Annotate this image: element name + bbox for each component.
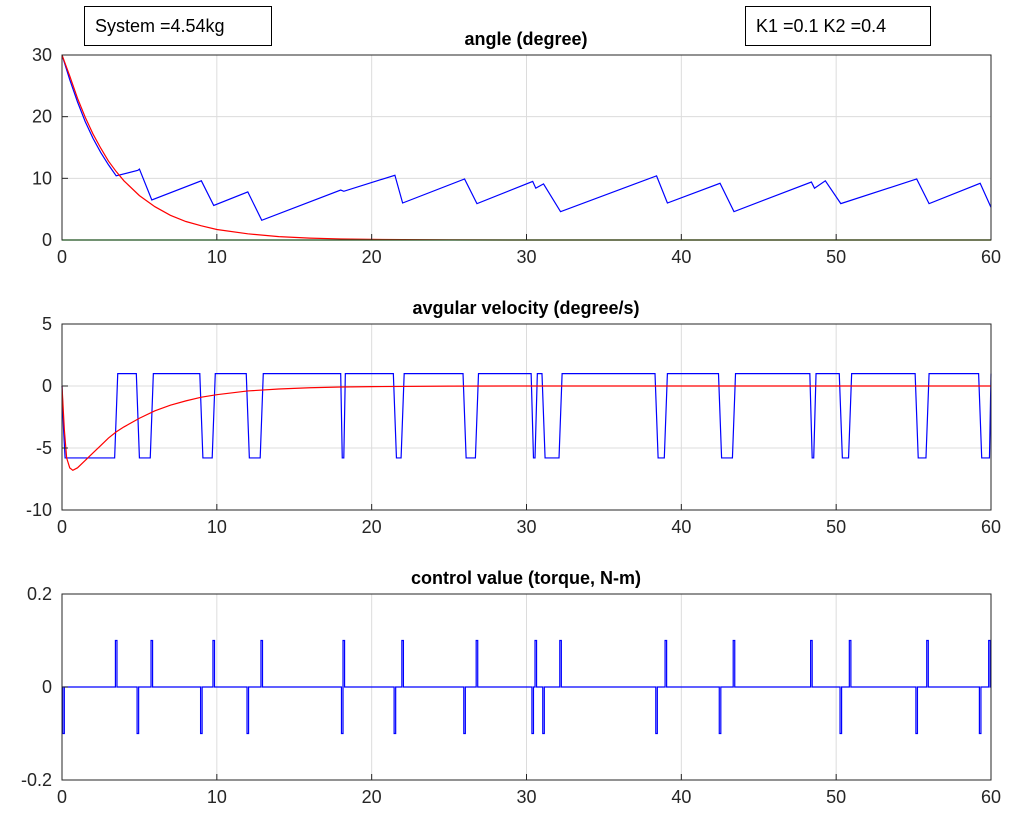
- x-tick-label: 40: [671, 517, 691, 537]
- ticks-angle: 0 10 20 30 40 50 60 0 10 20 30: [32, 45, 1001, 267]
- x-tick-label: 20: [362, 517, 382, 537]
- system-mass-annotation: System =4.54kg: [84, 6, 272, 46]
- x-tick-label: 40: [671, 787, 691, 807]
- lines-control-value: [62, 639, 991, 735]
- y-tick-label: -10: [26, 500, 52, 520]
- x-tick-label: 10: [207, 517, 227, 537]
- x-tick-label: 20: [362, 787, 382, 807]
- x-tick-label: 0: [57, 247, 67, 267]
- y-tick-label: 0.2: [27, 584, 52, 604]
- x-tick-label: 50: [826, 787, 846, 807]
- chart-title-control-value: control value (torque, N-m): [411, 568, 641, 588]
- chart-title-angular-velocity: avgular velocity (degree/s): [412, 298, 639, 318]
- x-tick-label: 40: [671, 247, 691, 267]
- x-tick-label: 10: [207, 247, 227, 267]
- y-tick-label: 10: [32, 168, 52, 188]
- x-tick-label: 50: [826, 517, 846, 537]
- y-tick-label: 0: [42, 230, 52, 250]
- x-tick-label: 20: [362, 247, 382, 267]
- x-tick-label: 30: [516, 787, 536, 807]
- x-tick-label: 60: [981, 517, 1001, 537]
- y-tick-label: -5: [36, 438, 52, 458]
- series-line-control-value-0: [62, 639, 991, 735]
- panel-angular-velocity: avgular velocity (degree/s) 0 10 20 30 40 50 6…: [26, 298, 1001, 537]
- ticks-control-value: 0 10 20 30 40 50 60-0.200.2: [21, 584, 1001, 807]
- gain-annotation: K1 =0.1 K2 =0.4: [745, 6, 931, 46]
- x-tick-label: 30: [516, 517, 536, 537]
- y-tick-label: 5: [42, 314, 52, 334]
- x-tick-label: 10: [207, 787, 227, 807]
- x-tick-label: 0: [57, 787, 67, 807]
- y-tick-label: 0: [42, 376, 52, 396]
- chart-title-angle: angle (degree): [464, 29, 587, 49]
- x-tick-label: 30: [516, 247, 536, 267]
- ticks-angular-velocity: 0 10 20 30 40 50 60 -10 -5 0 5: [26, 314, 1001, 537]
- panel-angle: angle (degree) 0 10 20 30 40 50 60 0 10 20 30: [32, 29, 1001, 267]
- y-tick-label: -0.2: [21, 770, 52, 790]
- y-tick-label: 0: [42, 677, 52, 697]
- series-line-angular-velocity-0: [61, 373, 992, 459]
- grid-angle: [62, 55, 991, 240]
- series-line-angular-velocity-1: [61, 385, 991, 472]
- x-tick-label: 60: [981, 787, 1001, 807]
- panel-control-value: control value (torque, N-m) 0 10 20 30 40 50 6…: [21, 568, 1001, 807]
- y-tick-label: 20: [32, 107, 52, 127]
- series-line-angle-0: [61, 54, 992, 222]
- x-tick-label: 50: [826, 247, 846, 267]
- lines-angular-velocity: [61, 373, 992, 472]
- x-tick-label: 0: [57, 517, 67, 537]
- x-tick-label: 60: [981, 247, 1001, 267]
- y-tick-label: 30: [32, 45, 52, 65]
